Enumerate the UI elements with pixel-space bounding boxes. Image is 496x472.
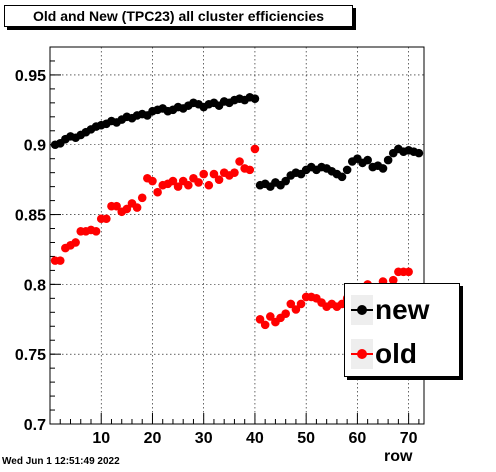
data-point-old — [404, 267, 413, 277]
y-tick-label: 0.7 — [24, 417, 46, 434]
x-tick-label: 40 — [246, 430, 264, 447]
data-point-old — [168, 176, 178, 186]
legend: new old — [344, 283, 460, 377]
data-point-new — [383, 155, 393, 165]
data-point-old — [388, 275, 398, 285]
data-point-new — [281, 176, 290, 186]
tick-labels: 10 20 30 40 50 60 70 0.75 0.8 0.85 0.9 0.95 0.7 — [15, 68, 418, 447]
legend-label-new: new — [375, 294, 430, 325]
data-point-old — [122, 204, 132, 214]
plot-frame — [49, 46, 425, 425]
data-point-old — [266, 312, 275, 321]
data-point-old — [112, 201, 121, 211]
data-point-new — [342, 165, 352, 175]
data-point-old — [55, 256, 65, 265]
data-point-new — [250, 94, 260, 103]
data-point-old — [132, 203, 142, 212]
legend-entry-old: old — [351, 334, 417, 374]
data-point-old — [286, 299, 296, 309]
data-point-old — [204, 180, 214, 190]
x-tick-label: 50 — [297, 430, 315, 447]
x-tick-label: 30 — [195, 430, 213, 447]
legend-marker-new — [351, 295, 373, 325]
data-point-old — [245, 165, 255, 175]
x-tick-label: 70 — [400, 430, 418, 447]
legend-marker-old — [351, 339, 373, 369]
y-tick-label: 0.8 — [24, 277, 46, 294]
data-point-old — [235, 157, 244, 166]
data-point-old — [260, 320, 270, 330]
data-point-old — [296, 299, 306, 309]
data-point-old — [199, 169, 208, 179]
data-point-old — [148, 176, 157, 186]
data-point-old — [291, 305, 301, 314]
x-tick-label: 60 — [348, 430, 366, 447]
data-point-old — [250, 144, 260, 154]
x-tick-label: 20 — [144, 430, 162, 447]
data-point-old — [173, 182, 183, 191]
data-point-old — [91, 227, 101, 236]
grid — [50, 47, 424, 424]
legend-entry-new: new — [351, 290, 429, 330]
data-point-old — [137, 193, 147, 203]
data-point-old — [184, 180, 193, 190]
data-point-old — [102, 214, 111, 224]
data-point-new — [337, 172, 347, 182]
data-point-new — [378, 164, 388, 173]
data-point-old — [214, 175, 224, 184]
data-point-old — [281, 309, 290, 318]
axis-ticks — [50, 60, 420, 424]
x-axis-label: row — [384, 448, 413, 465]
x-tick-label: 10 — [92, 430, 110, 447]
data-point-new — [363, 155, 372, 165]
legend-dot-old — [357, 349, 367, 359]
data-point-old — [153, 187, 162, 197]
timestamp: Wed Jun 1 12:51:49 2022 — [2, 456, 120, 467]
y-tick-label: 0.75 — [15, 347, 46, 364]
y-tick-label: 0.95 — [15, 68, 46, 85]
legend-label-old: old — [375, 338, 417, 369]
legend-dot-new — [357, 305, 367, 315]
data-point-old — [230, 168, 239, 177]
data-point-old — [71, 238, 80, 247]
data-point-new — [414, 148, 424, 158]
data-point-old — [194, 178, 203, 187]
data-point-old — [209, 169, 219, 179]
y-tick-label: 0.9 — [24, 138, 46, 155]
chart-title: Old and New (TPC23) all cluster efficien… — [4, 5, 353, 27]
y-tick-label: 0.85 — [15, 208, 46, 225]
data-point-old — [255, 314, 265, 324]
